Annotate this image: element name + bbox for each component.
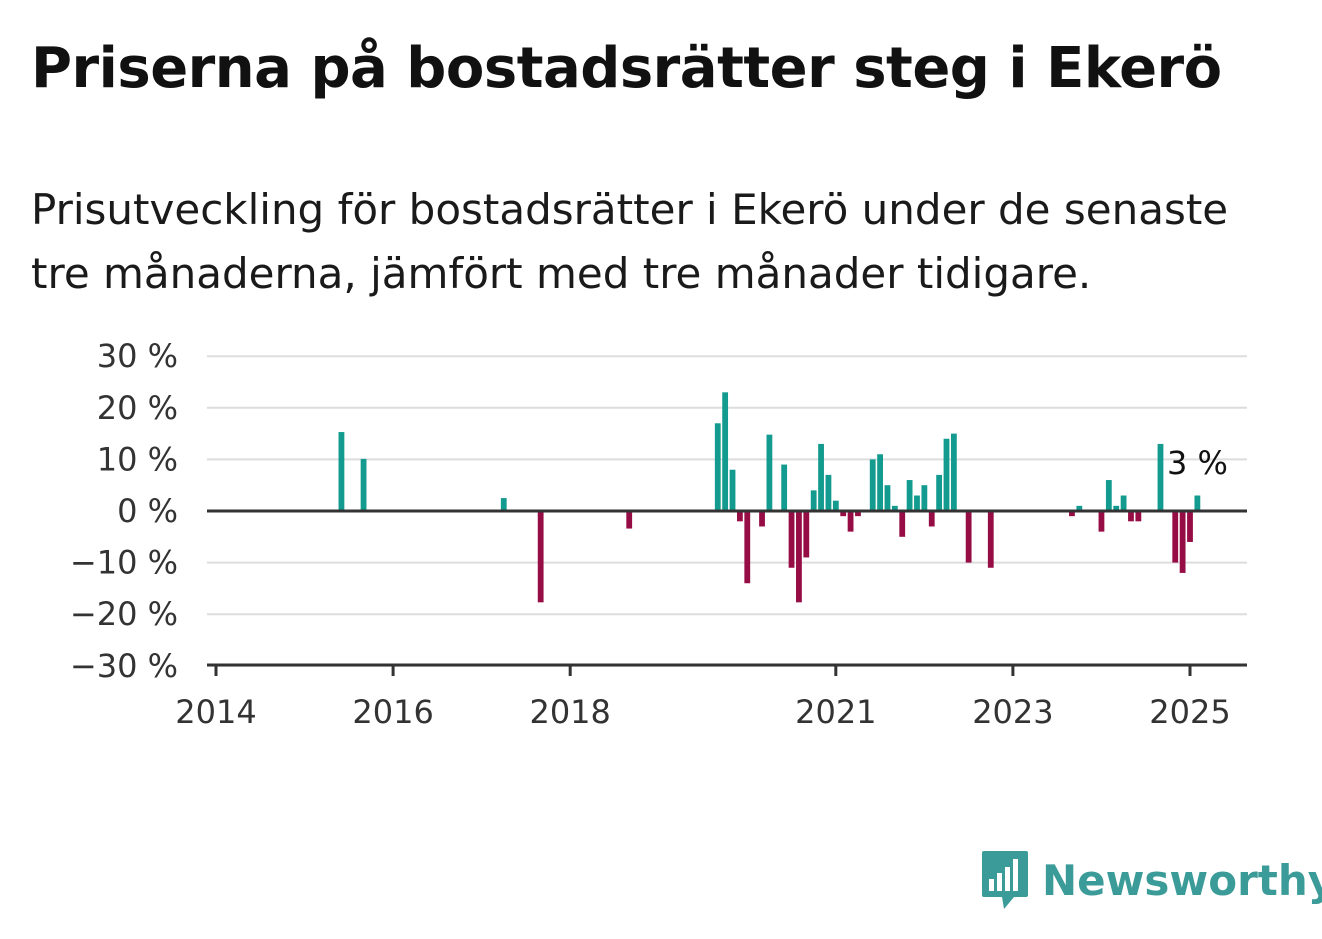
bar	[847, 511, 854, 532]
y-tick-label: −20 %	[70, 595, 178, 633]
y-tick-label: −30 %	[70, 647, 178, 685]
bar	[1179, 511, 1186, 573]
bar	[943, 438, 950, 511]
bar	[1157, 443, 1164, 511]
bar	[803, 511, 810, 558]
bar	[1135, 511, 1142, 522]
bar	[928, 511, 935, 527]
bar	[788, 511, 795, 568]
bar	[950, 433, 957, 511]
bar-chart-speech-icon	[982, 851, 1028, 909]
bar	[891, 505, 898, 511]
bars	[338, 392, 1201, 603]
bar	[500, 498, 507, 511]
bar	[1128, 511, 1134, 522]
bar	[744, 511, 751, 584]
bar	[1187, 511, 1193, 542]
bar	[766, 434, 773, 511]
bar	[936, 474, 943, 511]
bar	[1113, 505, 1120, 511]
bar	[722, 392, 729, 511]
bar	[1098, 511, 1105, 532]
brand-name: Newsworthy	[1042, 855, 1322, 905]
bar	[987, 511, 994, 568]
x-tick-label: 2018	[529, 693, 610, 731]
x-axis-ticks: 2014 2016 2018 2021 2023 2025	[175, 665, 1231, 731]
y-tick-label: 10 %	[97, 440, 178, 478]
bar	[1069, 511, 1075, 517]
bar	[338, 432, 345, 511]
x-tick-label: 2025	[1149, 693, 1230, 731]
bar-chart: 30 %20 %10 %0 %−10 %−20 %−30 % 2014 2016 2…	[70, 337, 1247, 731]
bar	[626, 511, 633, 529]
bar	[855, 511, 861, 517]
y-tick-label: 30 %	[97, 337, 178, 375]
x-tick-label: 2016	[352, 693, 433, 731]
y-tick-label: 20 %	[97, 389, 178, 427]
bar	[537, 511, 544, 603]
bar	[1076, 505, 1083, 511]
bar	[818, 443, 824, 511]
bar	[906, 480, 913, 511]
bar	[736, 511, 743, 522]
bar	[1172, 511, 1179, 563]
bar	[810, 490, 817, 511]
y-tick-label: 0 %	[117, 492, 178, 530]
bar	[965, 511, 972, 563]
bar	[796, 511, 802, 603]
bar	[1105, 480, 1112, 511]
bar	[714, 423, 721, 511]
bar	[825, 474, 832, 511]
bar	[914, 495, 920, 511]
axes	[207, 509, 1247, 667]
y-axis-ticks: 30 % 20 % 10 % 0 % −10 % −20 % −30 %	[70, 337, 178, 685]
bar	[1120, 495, 1127, 511]
brand-logo: Newsworthy	[980, 848, 1322, 912]
annotation-label: 3 %	[1167, 444, 1228, 482]
x-tick-label: 2023	[972, 693, 1053, 731]
bar	[884, 485, 891, 511]
bar	[1194, 495, 1201, 511]
bar	[832, 500, 839, 511]
bar	[840, 511, 847, 517]
bar	[781, 464, 788, 511]
x-tick-label: 2021	[795, 693, 876, 731]
page-subtitle: Prisutveckling för bostadsrätter i Ekerö…	[31, 185, 1229, 298]
bar	[921, 485, 928, 511]
bar	[360, 458, 367, 511]
bar	[869, 459, 876, 511]
bar	[759, 511, 765, 527]
page-title: Priserna på bostadsrätter steg i Ekerö	[31, 36, 1222, 101]
bar	[899, 511, 906, 537]
bar	[729, 469, 736, 511]
x-tick-label: 2014	[175, 693, 256, 731]
y-tick-label: −10 %	[70, 544, 178, 582]
bar	[877, 454, 883, 511]
